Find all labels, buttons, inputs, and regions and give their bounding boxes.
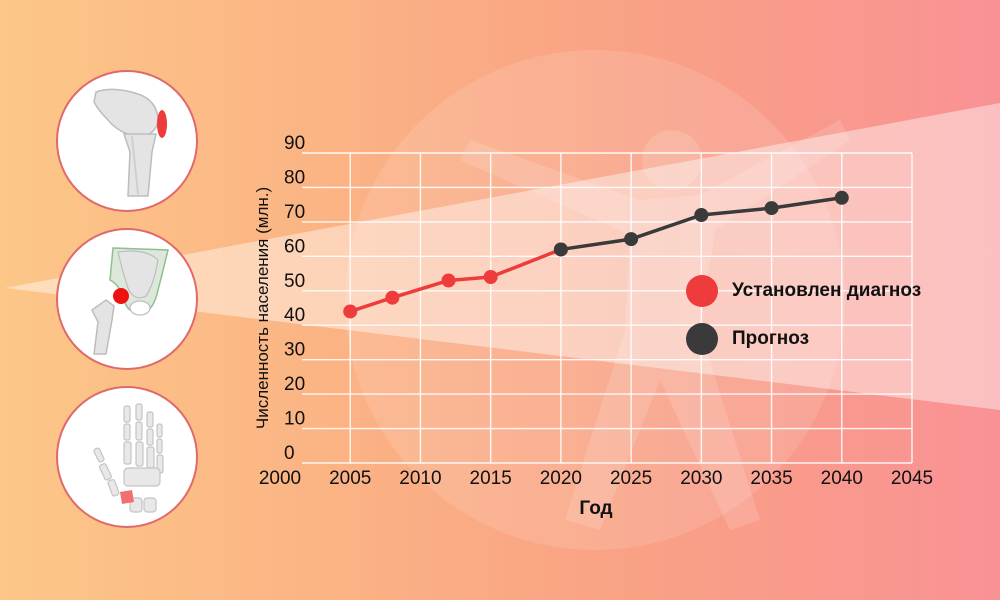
legend-label-forecast: Прогноз [732, 328, 810, 349]
watermark-circle [345, 50, 845, 550]
series-line-0 [349, 247, 562, 314]
y-tick-label-0: 0 [284, 443, 295, 464]
data-point-s1-2 [694, 208, 709, 222]
legend-marker-forecast [686, 323, 718, 355]
x-tick-label-2040: 2040 [821, 468, 863, 489]
hand-bones-icon [93, 403, 164, 513]
data-point-s0-3 [483, 270, 498, 284]
data-point-s0-2 [441, 273, 456, 288]
x-tick-label-2005: 2005 [329, 468, 371, 489]
x-tick-label-2015: 2015 [470, 468, 512, 489]
y-tick-label-60: 60 [284, 236, 305, 257]
y-tick-label-80: 80 [284, 167, 305, 188]
legend-label-diagnosed: Установлен диагноз [732, 280, 922, 301]
x-axis-title: Год [579, 498, 612, 519]
data-point-s0-1 [385, 290, 400, 305]
y-tick-label-30: 30 [284, 340, 305, 361]
x-tick-label-2000: 2000 [259, 468, 301, 489]
x-tick-label-2045: 2045 [891, 468, 933, 489]
knee-illustration [56, 70, 198, 212]
data-point-s1-4 [834, 190, 849, 205]
hip-illustration [56, 228, 198, 370]
y-tick-label-10: 10 [284, 409, 305, 430]
hand-illustration [56, 386, 198, 528]
y-tick-label-90: 90 [284, 133, 305, 154]
x-tick-label-2010: 2010 [399, 468, 441, 489]
y-axis-title: Численность населения (млн.) [253, 187, 272, 429]
hip-joint-icon [91, 247, 169, 355]
y-tick-label-40: 40 [284, 305, 305, 326]
y-tick-label-20: 20 [284, 374, 305, 395]
legend-marker-diagnosed [686, 275, 718, 307]
x-tick-label-2035: 2035 [750, 468, 792, 489]
x-tick-label-2030: 2030 [680, 468, 722, 489]
data-point-s1-3 [764, 201, 779, 216]
y-tick-label-70: 70 [284, 202, 305, 223]
y-tick-label-50: 50 [284, 271, 305, 292]
data-point-s1-0 [553, 242, 568, 257]
knee-joint-icon [93, 88, 167, 197]
legend-item-forecast: Прогноз [686, 323, 809, 355]
data-point-s1-1 [624, 232, 639, 247]
x-tick-label-2020: 2020 [540, 468, 582, 489]
legend-item-diagnosed: Установлен диагноз [686, 275, 921, 307]
data-point-s0-0 [343, 304, 358, 319]
x-tick-label-2025: 2025 [610, 468, 652, 489]
